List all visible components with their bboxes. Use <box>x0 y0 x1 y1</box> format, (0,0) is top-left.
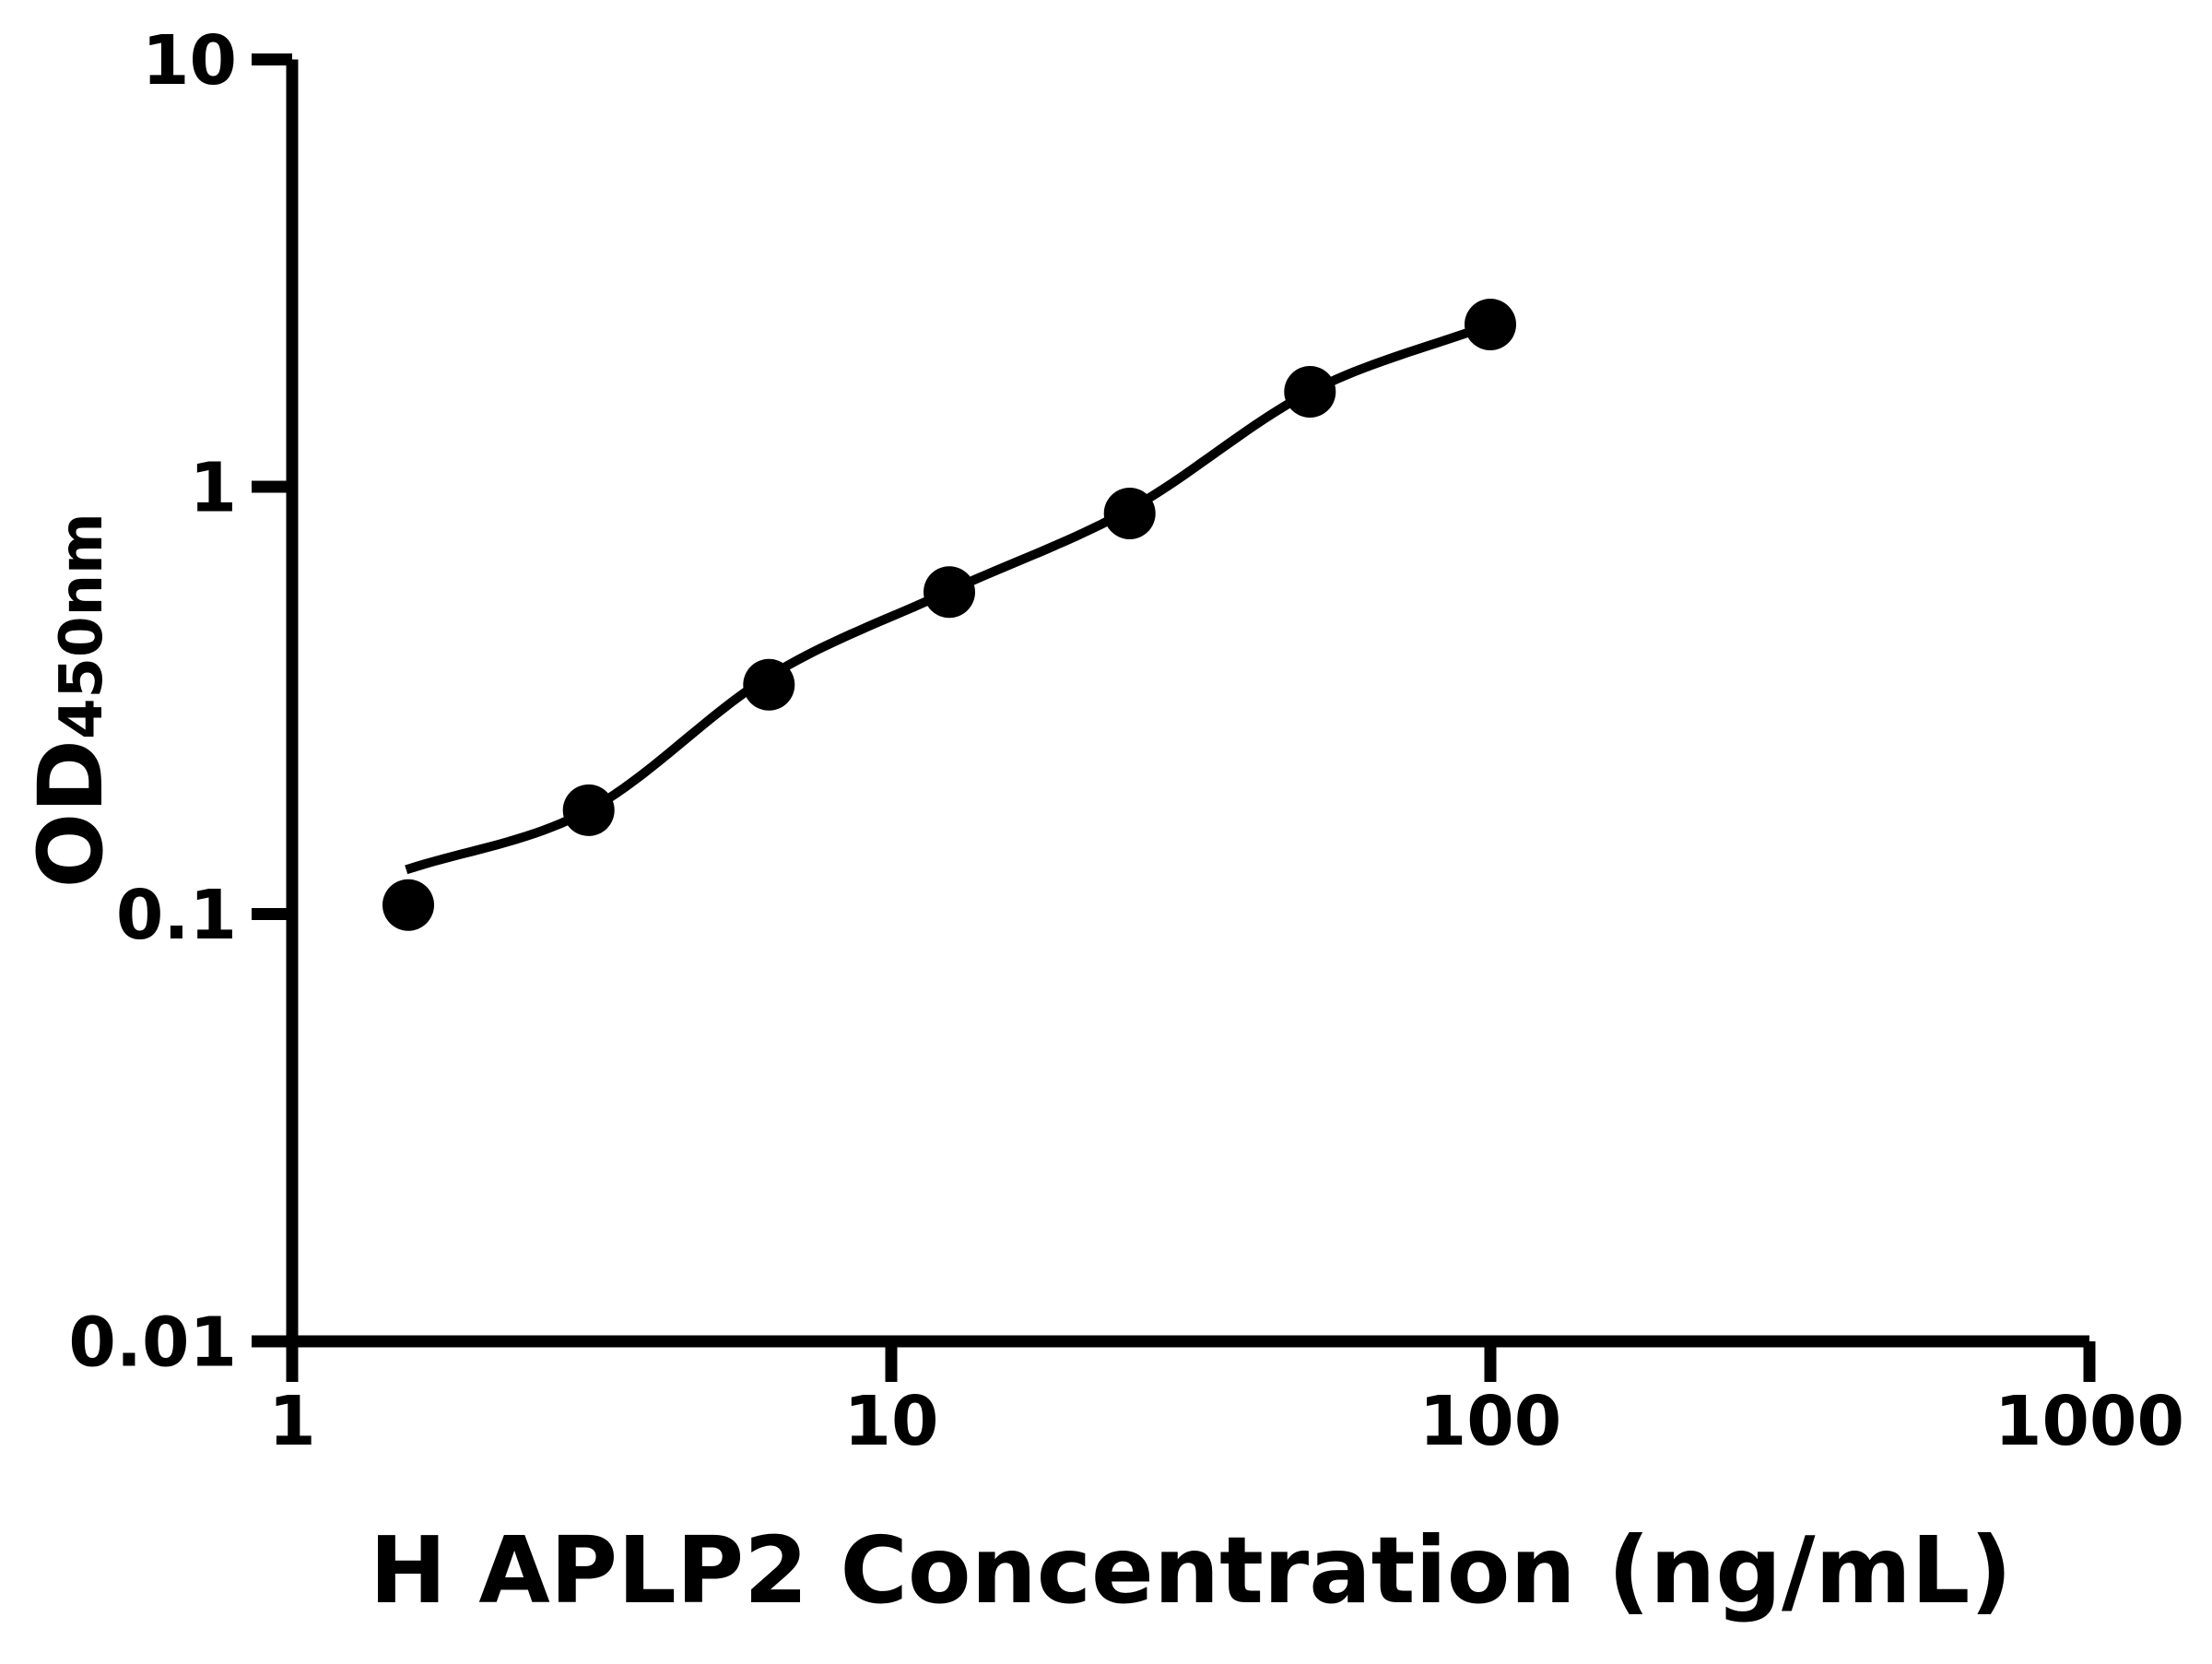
data-point <box>924 566 975 619</box>
x-tick-label: 10 <box>844 1382 939 1461</box>
y-tick-label: 10 <box>142 21 237 100</box>
y-tick-label: 1 <box>190 449 238 528</box>
x-tick-label: 100 <box>1419 1382 1561 1461</box>
y-tick-label: 0.01 <box>68 1304 237 1383</box>
y-axis-title: OD450nm <box>19 513 123 888</box>
data-point <box>382 879 434 931</box>
x-tick-label: 1 <box>268 1382 316 1461</box>
y-axis-title-main: OD <box>19 739 123 888</box>
y-axis-title-sub: 450nm <box>48 513 116 739</box>
data-point <box>1465 299 1516 350</box>
data-point <box>562 784 615 836</box>
data-point <box>1103 488 1156 539</box>
x-tick-label: 1000 <box>1994 1382 2184 1461</box>
y-tick-label: 0.1 <box>116 876 237 955</box>
data-point <box>743 658 795 711</box>
data-point <box>1284 366 1336 418</box>
x-axis-title: H APLP2 Concentration (ng/mL) <box>370 1516 2012 1624</box>
